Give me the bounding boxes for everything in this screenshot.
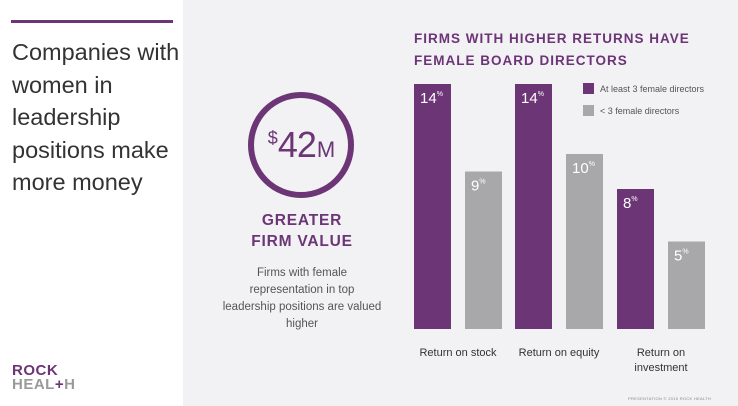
- bar-female-3plus-2: [617, 189, 654, 329]
- headline: Companies with women in leadership posit…: [12, 39, 180, 195]
- stat-description: Firms with female representation in top …: [222, 267, 382, 330]
- stat-title: GREATER FIRM VALUE: [251, 212, 353, 250]
- legend-item-female-under3: < 3 female directors: [583, 104, 704, 117]
- bar-female-3plus-0: [414, 84, 451, 329]
- bar-female-under3-2: [668, 241, 705, 329]
- logo-line2: HEAL+H: [12, 376, 76, 393]
- legend-swatch-gray: [583, 105, 594, 116]
- chart-legend: At least 3 female directors < 3 female d…: [583, 82, 704, 126]
- firm-value-ring: $42 M: [248, 92, 354, 198]
- firm-value-amount: $42 M: [267, 124, 335, 165]
- category-label: investment: [634, 362, 687, 374]
- left-panel: Companies with women in leadership posit…: [0, 0, 183, 406]
- legend-swatch-purple: [583, 83, 594, 94]
- footer-note: PRESENTATION © 2015 ROCK HEALTH: [628, 396, 712, 401]
- bar-female-under3-1: [566, 154, 603, 329]
- bar-female-under3-0: [465, 171, 502, 329]
- category-label: Return on: [637, 347, 685, 359]
- category-label: Return on equity: [519, 347, 600, 359]
- category-label: Return on stock: [419, 347, 497, 359]
- bar-female-3plus-1: [515, 84, 552, 329]
- divider: [11, 20, 173, 23]
- chart-title: FIRMS WITH HIGHER RETURNS HAVE FEMALE BO…: [414, 31, 690, 68]
- rock-health-logo: ROCK HEAL+H: [12, 362, 76, 393]
- legend-item-female-3plus: At least 3 female directors: [583, 82, 704, 95]
- logo-line1: ROCK: [12, 362, 59, 379]
